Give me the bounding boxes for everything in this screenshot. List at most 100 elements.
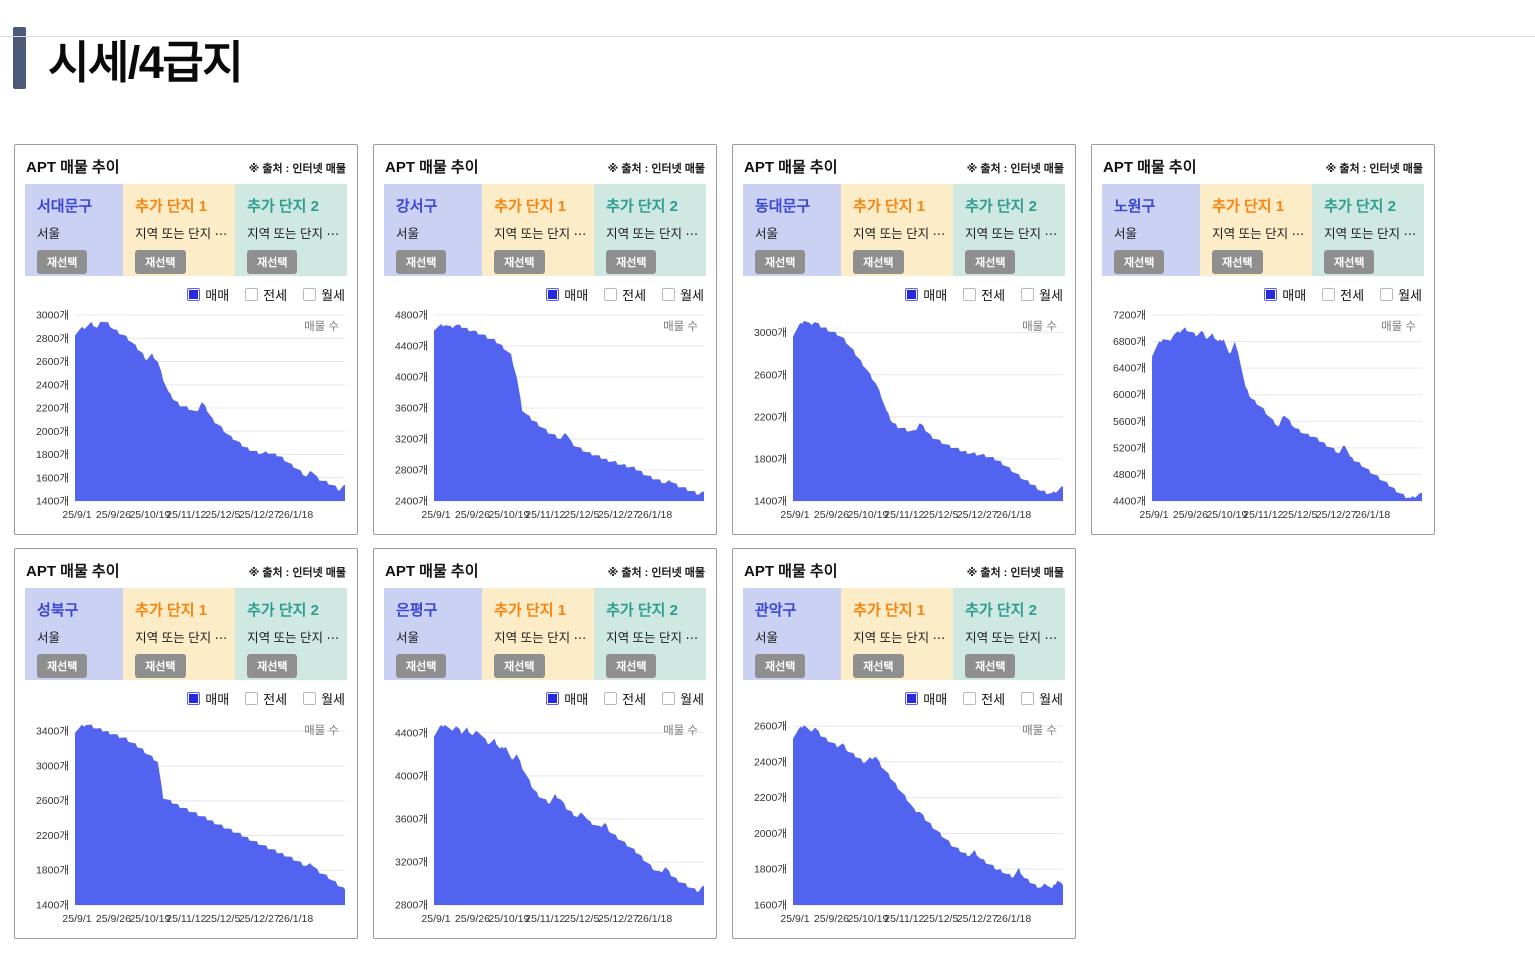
filter-wolse[interactable]: 월세: [303, 689, 345, 708]
maemae-label: 매매: [923, 692, 948, 707]
filter-wolse[interactable]: 월세: [1021, 285, 1063, 304]
apt-trend-card: APT 매물 추이 ※ 출처 : 인터넷 매물 강서구 서울 재선택 추가 단지…: [373, 144, 717, 535]
svg-text:3200개: 3200개: [395, 856, 428, 868]
extra-complex-1-reselect-button[interactable]: 재선택: [135, 250, 186, 274]
extra-complex-2-reselect-button[interactable]: 재선택: [965, 654, 1016, 678]
region-reselect-button[interactable]: 재선택: [755, 654, 806, 678]
wolse-checkbox[interactable]: [303, 288, 317, 301]
maemae-label: 매매: [205, 692, 230, 707]
svg-text:25/9/26: 25/9/26: [1173, 509, 1208, 521]
apt-trend-card: APT 매물 추이 ※ 출처 : 인터넷 매물 관악구 서울 재선택 추가 단지…: [732, 548, 1076, 939]
filter-maemae[interactable]: 매매: [187, 285, 229, 304]
svg-text:25/11/12: 25/11/12: [884, 913, 924, 925]
extra-complex-2-subtitle: 지역 또는 단지 ⋯: [247, 227, 339, 241]
maemae-checkbox[interactable]: [1264, 288, 1278, 301]
filter-wolse[interactable]: 월세: [1380, 285, 1422, 304]
maemae-checkbox[interactable]: [187, 692, 201, 705]
filter-wolse[interactable]: 월세: [662, 285, 704, 304]
filter-wolse[interactable]: 월세: [1021, 689, 1063, 708]
extra-complex-1-panel: 추가 단지 1 지역 또는 단지 ⋯ 재선택: [482, 588, 595, 680]
extra-complex-2-subtitle: 지역 또는 단지 ⋯: [247, 631, 339, 645]
region-reselect-button[interactable]: 재선택: [37, 250, 88, 274]
extra-complex-2-reselect-button[interactable]: 재선택: [606, 250, 657, 274]
wolse-checkbox[interactable]: [1380, 288, 1394, 301]
jeonse-checkbox[interactable]: [1322, 288, 1336, 301]
filter-jeonse[interactable]: 전세: [963, 689, 1005, 708]
filter-maemae[interactable]: 매매: [1264, 285, 1306, 304]
maemae-checkbox[interactable]: [187, 288, 201, 301]
svg-text:25/12/27: 25/12/27: [239, 509, 280, 521]
svg-text:1800개: 1800개: [36, 449, 69, 461]
filter-maemae[interactable]: 매매: [905, 285, 947, 304]
svg-text:25/12/5: 25/12/5: [564, 913, 599, 925]
region-reselect-button[interactable]: 재선택: [396, 654, 447, 678]
filter-maemae[interactable]: 매매: [546, 689, 588, 708]
svg-text:4000개: 4000개: [395, 372, 428, 384]
jeonse-label: 전세: [622, 692, 647, 707]
svg-text:2600개: 2600개: [754, 369, 787, 381]
filter-jeonse[interactable]: 전세: [245, 285, 287, 304]
jeonse-checkbox[interactable]: [963, 692, 977, 705]
filter-maemae[interactable]: 매매: [905, 689, 947, 708]
filter-maemae[interactable]: 매매: [546, 285, 588, 304]
svg-text:25/12/5: 25/12/5: [564, 509, 599, 521]
extra-complex-1-reselect-button[interactable]: 재선택: [853, 654, 904, 678]
region-reselect-button[interactable]: 재선택: [396, 250, 447, 274]
svg-text:4800개: 4800개: [395, 310, 428, 322]
svg-text:26/1/18: 26/1/18: [637, 913, 672, 925]
extra-complex-2-title: 추가 단지 2: [1324, 198, 1396, 215]
jeonse-label: 전세: [263, 288, 288, 303]
maemae-checkbox[interactable]: [546, 692, 560, 705]
filter-wolse[interactable]: 월세: [662, 689, 704, 708]
region-panel: 관악구 서울 재선택: [743, 588, 842, 680]
extra-complex-2-reselect-button[interactable]: 재선택: [965, 250, 1016, 274]
wolse-checkbox[interactable]: [1021, 692, 1035, 705]
extra-complex-1-subtitle: 지역 또는 단지 ⋯: [135, 227, 228, 241]
jeonse-checkbox[interactable]: [604, 692, 618, 705]
svg-text:1800개: 1800개: [754, 453, 787, 465]
filter-jeonse[interactable]: 전세: [604, 689, 646, 708]
listing-count-chart: 1600개 1800개 2000개 2200개 2400개 2600개 매물 수 25/9/1…: [754, 721, 1063, 925]
source-note: ※ 출처 : 인터넷 매물: [607, 163, 705, 175]
extra-complex-2-reselect-button[interactable]: 재선택: [247, 250, 298, 274]
maemae-checkbox[interactable]: [905, 288, 919, 301]
extra-complex-1-reselect-button[interactable]: 재선택: [135, 654, 186, 678]
filter-jeonse[interactable]: 전세: [963, 285, 1005, 304]
filter-jeonse[interactable]: 전세: [604, 285, 646, 304]
jeonse-checkbox[interactable]: [604, 288, 618, 301]
extra-complex-2-reselect-button[interactable]: 재선택: [606, 654, 657, 678]
jeonse-checkbox[interactable]: [245, 288, 259, 301]
wolse-checkbox[interactable]: [662, 288, 676, 301]
extra-complex-2-reselect-button[interactable]: 재선택: [1324, 250, 1375, 274]
source-note: ※ 출처 : 인터넷 매물: [1325, 163, 1423, 175]
svg-text:2000개: 2000개: [754, 828, 787, 840]
extra-complex-1-reselect-button[interactable]: 재선택: [494, 250, 545, 274]
filter-wolse[interactable]: 월세: [303, 285, 345, 304]
filter-jeonse[interactable]: 전세: [245, 689, 287, 708]
maemae-checkbox[interactable]: [905, 692, 919, 705]
jeonse-checkbox[interactable]: [245, 692, 259, 705]
wolse-label: 월세: [680, 288, 704, 303]
region-reselect-button[interactable]: 재선택: [755, 250, 806, 274]
svg-text:25/10/19: 25/10/19: [129, 509, 170, 521]
jeonse-checkbox[interactable]: [963, 288, 977, 301]
page-header: 시세/4급지: [13, 26, 1535, 90]
svg-text:25/9/26: 25/9/26: [814, 913, 849, 925]
filter-maemae[interactable]: 매매: [187, 689, 229, 708]
extra-complex-2-reselect-button[interactable]: 재선택: [247, 654, 298, 678]
wolse-checkbox[interactable]: [1021, 288, 1035, 301]
extra-complex-1-reselect-button[interactable]: 재선택: [494, 654, 545, 678]
region-reselect-button[interactable]: 재선택: [37, 654, 88, 678]
listing-count-chart: 1400개 1600개 1800개 2000개 2200개 2400개 2600개 2800개…: [36, 310, 345, 521]
svg-text:2200개: 2200개: [36, 403, 69, 415]
maemae-checkbox[interactable]: [546, 288, 560, 301]
wolse-checkbox[interactable]: [662, 692, 676, 705]
card-title: APT 매물 추이: [744, 563, 838, 580]
listing-type-filter: 매매 전세 월세: [743, 285, 1063, 304]
wolse-checkbox[interactable]: [303, 692, 317, 705]
extra-complex-1-reselect-button[interactable]: 재선택: [1212, 250, 1263, 274]
extra-complex-1-panel: 추가 단지 1 지역 또는 단지 ⋯ 재선택: [482, 184, 595, 276]
filter-jeonse[interactable]: 전세: [1322, 285, 1364, 304]
extra-complex-1-reselect-button[interactable]: 재선택: [853, 250, 904, 274]
region-reselect-button[interactable]: 재선택: [1114, 250, 1165, 274]
